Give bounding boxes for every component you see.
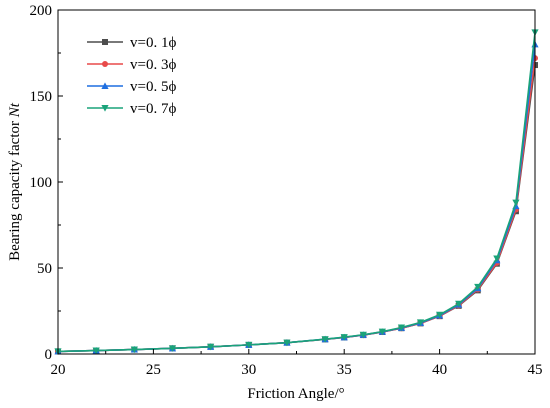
data-point xyxy=(493,255,501,263)
legend-label: v=0. 3ϕ xyxy=(130,57,176,73)
legend-item: v=0. 1ϕ xyxy=(87,35,176,51)
x-tick-label: 30 xyxy=(241,362,256,378)
y-tick-label: 0 xyxy=(45,347,53,363)
data-point xyxy=(359,331,367,339)
series-2 xyxy=(55,55,538,355)
series-3 xyxy=(54,40,539,355)
y-axis-title: Bearing capacity factor Nt xyxy=(7,102,23,261)
x-tick-label: 25 xyxy=(146,362,161,378)
data-point xyxy=(283,339,291,347)
legend-item: v=0. 3ϕ xyxy=(87,57,176,73)
legend-swatch-marker xyxy=(101,82,109,89)
data-point xyxy=(340,334,348,341)
data-point xyxy=(416,319,425,326)
legend-swatch-marker xyxy=(101,105,109,112)
legend-swatch-marker xyxy=(102,39,108,45)
axes-layer: 20 25 30 35 40 45 0 50 100 150 200 xyxy=(30,3,543,378)
legend-item: v=0. 7ϕ xyxy=(87,101,176,117)
legend: v=0. 1ϕ v=0. 3ϕ v=0. 5ϕ v=0. 7ϕ xyxy=(87,35,176,117)
data-point xyxy=(512,199,520,207)
legend-label: v=0. 1ϕ xyxy=(130,35,176,51)
data-point xyxy=(378,328,386,336)
data-point xyxy=(207,343,215,351)
data-point xyxy=(130,346,138,354)
y-tick-label: 50 xyxy=(37,261,52,277)
x-axis-title: Friction Angle/° xyxy=(247,386,344,402)
legend-swatch-marker xyxy=(102,61,108,67)
data-point xyxy=(397,324,406,332)
y-axis-title-italic: Nt xyxy=(7,102,23,118)
y-tick-label: 150 xyxy=(30,89,53,105)
x-tick-label: 45 xyxy=(528,362,543,378)
data-point xyxy=(436,311,444,319)
data-point xyxy=(474,283,482,291)
y-axis-title-main: Bearing capacity factor xyxy=(7,117,23,261)
legend-label: v=0. 5ϕ xyxy=(130,79,176,95)
data-point xyxy=(455,300,463,308)
x-tick-label: 40 xyxy=(432,362,447,378)
series-4 xyxy=(54,29,539,356)
x-tick-label: 20 xyxy=(51,362,66,378)
series-1 xyxy=(55,62,538,355)
series-layer xyxy=(54,29,539,356)
data-point xyxy=(92,347,100,355)
data-point xyxy=(321,336,329,343)
x-tick-label: 35 xyxy=(337,362,352,378)
legend-label: v=0. 7ϕ xyxy=(130,101,176,117)
y-tick-label: 100 xyxy=(30,175,53,191)
y-tick-label: 200 xyxy=(30,3,53,19)
data-point xyxy=(168,345,177,352)
data-point xyxy=(245,341,253,349)
legend-item: v=0. 5ϕ xyxy=(87,79,176,95)
